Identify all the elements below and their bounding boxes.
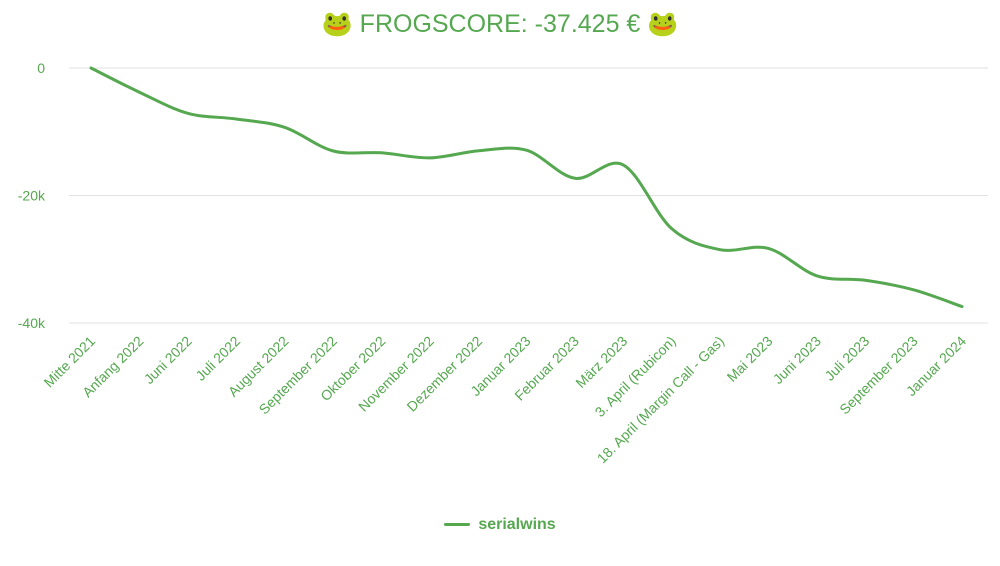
data-point[interactable] [569,172,581,184]
data-point[interactable] [908,284,920,296]
legend-label: serialwins [478,516,556,533]
data-point[interactable] [521,144,533,156]
legend-swatch [444,523,471,527]
data-point[interactable] [327,145,339,157]
data-point[interactable] [666,223,678,235]
data-point[interactable] [859,274,871,286]
x-tick-label: Juni 2022 [141,333,195,387]
data-point[interactable] [279,121,291,133]
data-point[interactable] [714,244,726,256]
data-point[interactable] [133,86,145,98]
data-point[interactable] [375,147,387,159]
y-tick-label: -20k [18,188,46,204]
x-tick-label: Juni 2023 [770,333,824,387]
data-point[interactable] [617,159,629,171]
data-point[interactable] [762,242,774,254]
data-point[interactable] [811,270,823,282]
y-tick-label: 0 [37,60,45,76]
series-layer [85,62,968,313]
series-line-serialwins[interactable] [89,66,964,309]
data-point[interactable] [85,62,97,74]
x-tick-label: Mai 2023 [724,333,776,385]
data-point[interactable] [182,107,194,119]
data-point[interactable] [230,113,242,125]
data-point[interactable] [424,152,436,164]
y-tick-label: -40k [18,315,46,331]
data-point[interactable] [472,145,484,157]
legend[interactable]: serialwins [0,516,1000,534]
y-axis-ticks: 0 -20k -40k [18,60,46,331]
grid-lines [69,67,988,324]
data-point[interactable] [956,301,968,313]
chart-title: 🐸 FROGSCORE: -37.425 € 🐸 [321,10,679,38]
